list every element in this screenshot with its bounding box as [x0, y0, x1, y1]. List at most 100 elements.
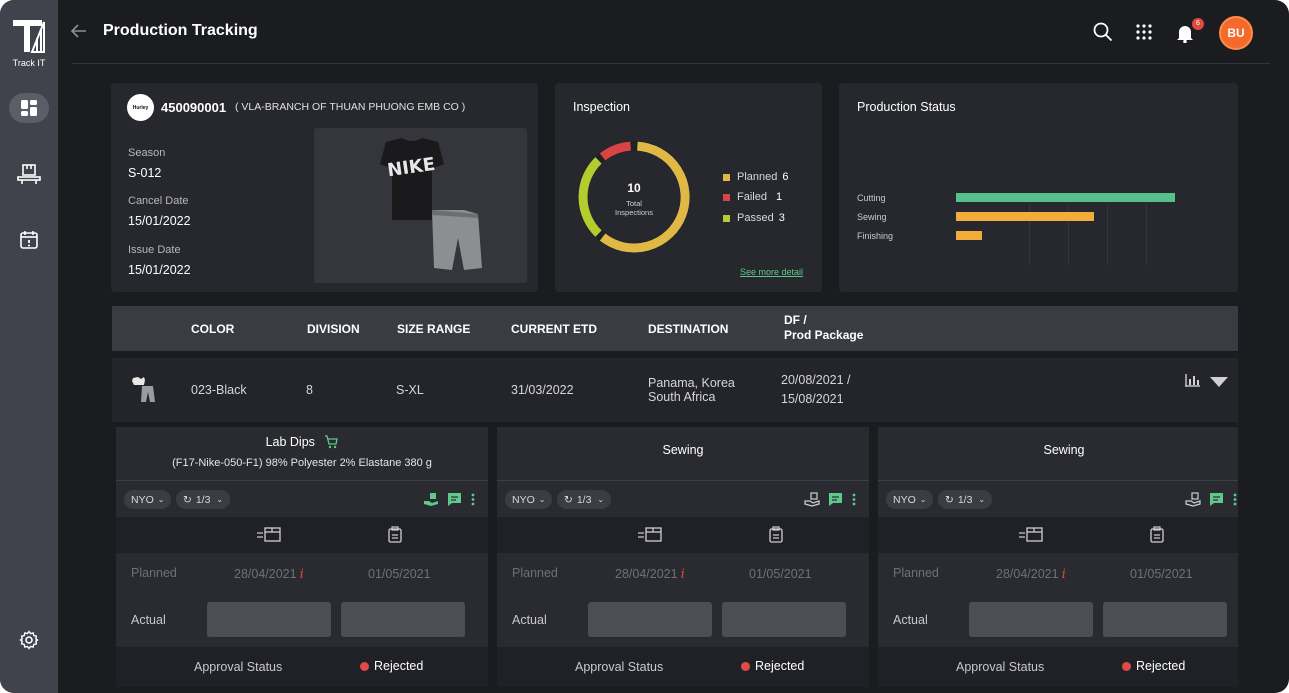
cell-size-range: S-XL — [396, 383, 424, 397]
production-status-title: Production Status — [857, 100, 956, 114]
status-dot — [741, 662, 750, 671]
see-more-detail-link[interactable]: See more detail — [740, 267, 804, 277]
gear-icon — [19, 630, 39, 650]
stage-header: Sewing — [497, 427, 869, 481]
table-row[interactable]: 023-Black 8 S-XL 31/03/2022 Panama, Kore… — [112, 358, 1238, 422]
product-thumbnail — [132, 377, 155, 402]
po-number: 450090001 — [161, 100, 227, 115]
legend-label: Planned — [737, 171, 778, 183]
legend-label: Passed — [737, 212, 774, 224]
donut-segment-passed — [578, 157, 602, 237]
col-size-range[interactable]: SIZE RANGE — [397, 322, 471, 336]
more-vertical-icon[interactable] — [1233, 493, 1237, 506]
app-logo[interactable]: Track IT — [10, 18, 48, 68]
notifications-button[interactable] — [1175, 23, 1195, 48]
actual-start-input[interactable] — [588, 602, 712, 637]
col-df-line2[interactable]: Prod Package — [784, 328, 864, 342]
col-df-line1[interactable]: DF / — [784, 313, 807, 327]
actual-start-input[interactable] — [207, 602, 331, 637]
col-destination[interactable]: DESTINATION — [648, 322, 729, 336]
actual-row: Actual — [878, 595, 1238, 647]
actual-row: Actual — [497, 595, 869, 647]
dashboard-icon — [21, 100, 37, 116]
actual-end-input[interactable] — [1103, 602, 1227, 637]
col-color[interactable]: COLOR — [191, 322, 235, 336]
info-icon[interactable]: i — [1061, 567, 1066, 582]
cell-df-line2: 15/08/2021 — [781, 392, 844, 406]
nyo-dropdown[interactable]: NYO ⌄ — [124, 490, 172, 509]
planned-start-text: 28/04/2021 — [615, 567, 678, 581]
season-label: Season — [128, 147, 166, 159]
chevron-down-icon: ⌄ — [919, 495, 927, 504]
legend-swatch — [723, 214, 730, 222]
planned-start-text: 28/04/2021 — [234, 567, 297, 581]
hand-box-icon[interactable] — [804, 492, 820, 507]
season-value: S-012 — [128, 166, 162, 180]
apps-grid-icon — [1136, 24, 1152, 40]
inspection-donut-chart — [578, 141, 690, 253]
comment-icon[interactable] — [447, 492, 462, 507]
nyo-dropdown[interactable]: NYO ⌄ — [505, 490, 553, 509]
info-icon[interactable]: i — [680, 567, 685, 582]
stage-title: Sewing — [662, 443, 704, 457]
nav-calendar[interactable] — [9, 225, 49, 255]
chart-bars-icon[interactable] — [1185, 374, 1200, 387]
comment-icon[interactable] — [828, 492, 843, 507]
col-current-etd[interactable]: CURRENT ETD — [511, 322, 597, 336]
page-title: Production Tracking — [103, 22, 258, 39]
nav-settings[interactable] — [9, 625, 49, 655]
clipboard-icon — [388, 526, 402, 543]
round-dropdown[interactable]: ↻ 1/3 ⌄ — [938, 490, 993, 509]
grid-line — [1146, 205, 1147, 265]
cart-icon — [325, 435, 339, 449]
legend-swatch — [723, 193, 730, 201]
header-divider — [72, 63, 1270, 64]
nyo-dropdown[interactable]: NYO ⌄ — [886, 490, 934, 509]
hand-box-icon[interactable] — [1185, 492, 1201, 507]
sidebar: Track IT — [0, 0, 58, 693]
legend-value: 6 — [782, 171, 789, 183]
more-vertical-icon[interactable] — [471, 493, 475, 506]
approval-label: Approval Status — [194, 660, 283, 674]
actual-start-input[interactable] — [969, 602, 1093, 637]
product-image: NIKE — [314, 128, 527, 283]
inspection-total: 10 — [627, 181, 641, 195]
planned-end-date: 01/05/2021 — [368, 567, 431, 581]
round-dropdown[interactable]: ↻ 1/3 ⌄ — [176, 490, 231, 509]
logo-text: Track IT — [12, 58, 46, 68]
user-avatar[interactable]: BU — [1219, 16, 1253, 50]
info-icon[interactable]: i — [299, 567, 304, 582]
chevron-down-icon: ⌄ — [216, 495, 224, 504]
round-dropdown[interactable]: ↻ 1/3 ⌄ — [557, 490, 612, 509]
planned-row: Planned 28/04/2021 i 01/05/2021 — [116, 553, 488, 595]
nav-production[interactable] — [9, 159, 49, 189]
hand-box-icon[interactable] — [423, 492, 439, 507]
actual-end-input[interactable] — [722, 602, 846, 637]
legend-passed: Passed 3 — [723, 212, 785, 224]
comment-icon[interactable] — [1209, 492, 1224, 507]
refresh-icon: ↻ — [945, 493, 954, 506]
grid-line — [1029, 205, 1030, 265]
search-button[interactable] — [1093, 22, 1113, 47]
bar-finishing — [956, 231, 983, 240]
planned-start-date: 28/04/2021 i — [615, 567, 685, 582]
expand-caret-icon[interactable] — [1210, 377, 1228, 387]
legend-value: 1 — [775, 191, 783, 203]
nyo-label: NYO — [893, 493, 916, 506]
donut-segment-failed — [599, 141, 632, 161]
bar-label-sewing: Sewing — [857, 212, 887, 222]
clipboard-icon — [769, 526, 783, 543]
calendar-icon — [20, 231, 38, 249]
col-division[interactable]: DIVISION — [307, 322, 360, 336]
apps-button[interactable] — [1136, 24, 1152, 45]
actual-end-input[interactable] — [341, 602, 465, 637]
round-label: 1/3 — [576, 493, 592, 506]
nav-dashboard[interactable] — [9, 93, 49, 123]
po-vendor: ( VLA-BRANCH OF THUAN PHUONG EMB CO ) — [235, 101, 466, 113]
back-button[interactable] — [70, 22, 88, 45]
po-summary-card: Hurley 450090001 ( VLA-BRANCH OF THUAN P… — [111, 83, 538, 292]
more-vertical-icon[interactable] — [852, 493, 856, 506]
approval-row: Approval Status Rejected — [497, 647, 869, 687]
stage-header: Sewing — [878, 427, 1238, 481]
production-status-card: Production Status Cutting Sewing Finishi… — [839, 83, 1238, 292]
